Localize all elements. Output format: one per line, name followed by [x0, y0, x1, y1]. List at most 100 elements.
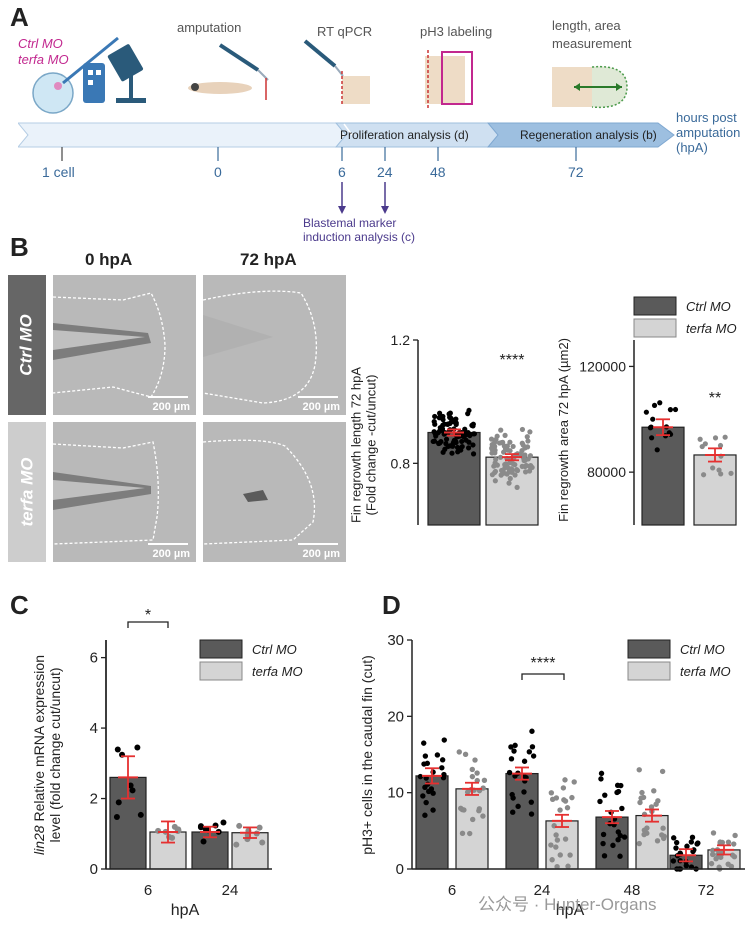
ph3-illustration [425, 50, 473, 108]
data-point [166, 833, 173, 840]
data-point [522, 452, 528, 458]
injection-illustration [32, 36, 146, 114]
data-point [233, 841, 240, 848]
label-measurement: measurement [552, 36, 632, 51]
data-point [493, 436, 499, 443]
data-point [511, 748, 517, 754]
data-point [430, 790, 436, 796]
label-amputation: amputation [177, 20, 242, 35]
data-point [256, 824, 263, 831]
data-point [548, 842, 554, 848]
data-point [456, 445, 462, 452]
data-point [439, 757, 446, 763]
data-point [502, 446, 509, 452]
data-point [422, 812, 428, 818]
chart-fin-length: 0.8 1.2 **** Fin regrowth length 72 hpA (Fol… [349, 332, 539, 526]
data-point [507, 475, 513, 482]
legend-label-ctrl: Ctrl MO [252, 642, 297, 657]
legend-swatch-terfa [199, 661, 243, 681]
label-ph3-labeling: pH3 labeling [420, 24, 493, 39]
data-point [688, 839, 695, 845]
data-point [557, 852, 563, 858]
data-point [673, 839, 680, 846]
data-point [422, 753, 429, 759]
axis-title-line-1: hours post [676, 110, 737, 125]
panel-label-a: A [10, 2, 29, 32]
data-point [562, 836, 569, 842]
data-point [220, 819, 227, 826]
x-tick-label: 6 [448, 882, 456, 899]
data-point [554, 837, 561, 843]
data-point [439, 765, 445, 771]
data-point [114, 746, 121, 753]
data-point [449, 450, 455, 456]
y-axis-label: level (fold change cut/uncut) [47, 667, 63, 842]
data-point [617, 853, 623, 859]
blastemal-label: Blastemal marker induction analysis (c) [303, 216, 415, 244]
data-point [436, 440, 442, 446]
data-point [710, 465, 716, 471]
data-point [236, 822, 243, 829]
data-point [200, 838, 207, 845]
legend-label-ctrl: Ctrl MO [686, 299, 731, 314]
data-point [530, 753, 537, 759]
panel-label-c: C [10, 590, 29, 620]
data-point [488, 436, 495, 442]
data-point [618, 782, 624, 789]
data-point [553, 795, 560, 801]
data-point [694, 841, 700, 847]
data-point [472, 757, 478, 763]
legend-swatch-ctrl [627, 639, 671, 659]
data-point [137, 811, 144, 818]
x-tick-label: 24 [222, 882, 239, 899]
data-point [510, 809, 516, 815]
data-point [451, 437, 458, 443]
scale-bar [148, 396, 188, 398]
data-point [643, 409, 649, 415]
data-point [564, 805, 571, 811]
data-point [569, 794, 575, 801]
data-point [514, 467, 520, 473]
data-point [470, 442, 476, 448]
timeline-bar [18, 122, 675, 148]
bar [505, 772, 539, 870]
y-tick-label: 0 [396, 861, 404, 878]
data-point [549, 857, 555, 863]
row-label-terfa: terfa MO [8, 422, 46, 562]
col-label-0hpa: 0 hpA [85, 250, 133, 269]
data-point [443, 441, 449, 447]
axis-title-line-2: amputation [676, 125, 741, 140]
data-point [598, 770, 605, 777]
data-point [731, 854, 738, 860]
y-axis-label: lin28 Relative mRNA expression [31, 655, 47, 855]
measurement-illustration [552, 65, 628, 109]
data-point [710, 847, 716, 853]
data-point [731, 841, 737, 847]
data-point [115, 799, 122, 806]
data-point [619, 805, 625, 812]
data-point [710, 830, 717, 836]
panel-label-b: B [10, 232, 29, 262]
chart-fin-area: Ctrl MO terfa MO 80000 120000 ** Fin regrowth… [556, 296, 737, 526]
data-point [600, 840, 606, 847]
data-point [441, 771, 447, 778]
y-tick-label: 0 [90, 861, 98, 878]
scale-bar-label: 200 µm [152, 401, 190, 413]
data-point [494, 462, 500, 468]
data-point [548, 790, 555, 796]
data-point [689, 834, 696, 841]
data-point [441, 737, 447, 743]
blastemal-line-1: Blastemal marker [303, 216, 397, 230]
y-axis-label: Fin regrowth area 72 hpA (µm2) [556, 338, 571, 522]
data-point [489, 472, 496, 478]
data-point [639, 789, 645, 796]
tick-6: 6 [338, 164, 346, 180]
data-point [421, 740, 427, 746]
data-point [417, 773, 424, 780]
data-point [447, 420, 453, 426]
data-point [127, 782, 134, 789]
data-point [615, 837, 621, 843]
data-point [673, 845, 679, 851]
data-point [459, 438, 465, 445]
significance-bracket [127, 621, 169, 628]
